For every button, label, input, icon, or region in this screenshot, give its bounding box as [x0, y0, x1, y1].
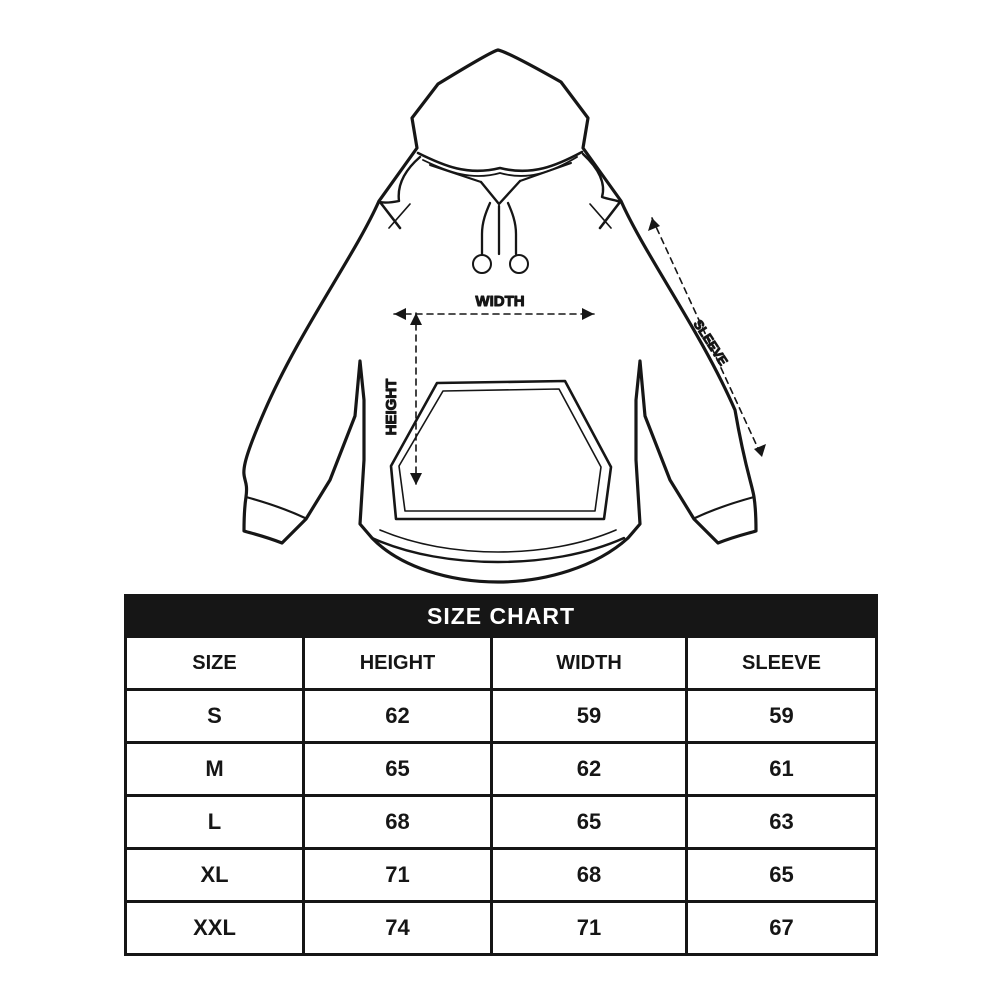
svg-text:WIDTH: WIDTH [475, 293, 524, 310]
svg-text:HEIGHT: HEIGHT [383, 379, 400, 436]
